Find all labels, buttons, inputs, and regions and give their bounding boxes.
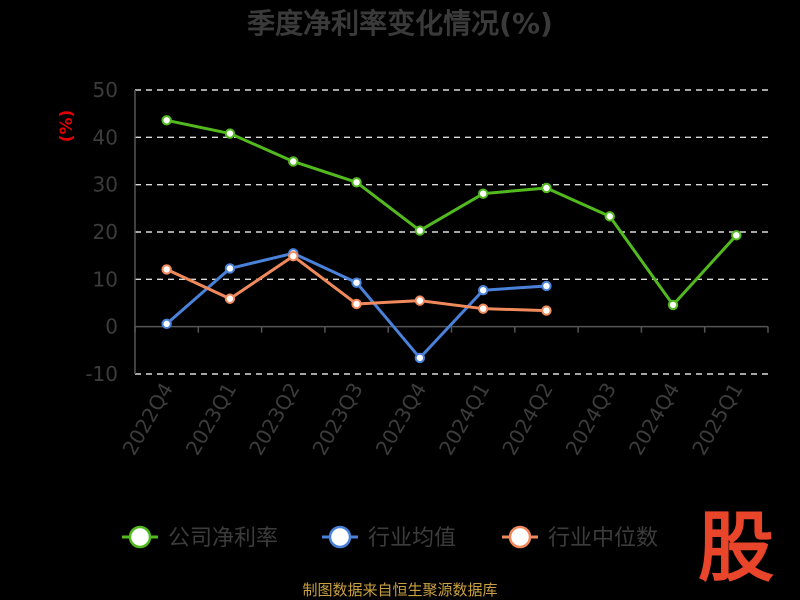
legend-item: 公司净利率 xyxy=(122,525,278,551)
data-point xyxy=(414,295,426,306)
x-tick-label: 2022Q4 xyxy=(118,379,178,460)
chart-title: 季度净利率变化情况(%) xyxy=(247,7,553,40)
legend-marker xyxy=(128,525,152,549)
y-tick-label: 40 xyxy=(93,125,118,149)
source-note: 制图数据来自恒生聚源数据库 xyxy=(302,581,497,599)
data-point xyxy=(541,280,552,292)
x-tick-label: 2024Q4 xyxy=(624,379,684,460)
data-point xyxy=(288,250,299,262)
data-point xyxy=(161,318,172,330)
axes xyxy=(134,90,769,374)
y-tick-label: 30 xyxy=(93,173,118,197)
y-axis-unit-label: (%) xyxy=(57,110,77,143)
y-tick-label: -10 xyxy=(85,362,118,386)
legend-item: 行业中位数 xyxy=(502,525,658,551)
x-tick-labels: 2022Q4 2023Q1 2023Q2 2023Q3 2023Q4 2024Q1 2024… xyxy=(118,379,748,460)
series-1 xyxy=(161,115,742,311)
legend-label: 行业均值 xyxy=(368,526,456,551)
x-tick-label: 2024Q3 xyxy=(561,379,621,460)
x-tick-label: 2024Q2 xyxy=(497,379,557,460)
data-point xyxy=(351,277,362,288)
series-3 xyxy=(161,250,552,316)
data-point xyxy=(161,115,172,126)
y-tick-labels: 50 40 30 20 10 0 -10 xyxy=(85,78,118,386)
watermark-logo: 股 xyxy=(698,503,774,592)
data-point xyxy=(414,225,426,236)
data-point xyxy=(477,303,489,314)
data-point xyxy=(224,128,236,139)
data-point xyxy=(604,211,615,222)
data-point xyxy=(477,188,489,199)
y-tick-label: 0 xyxy=(105,315,118,339)
x-tick-label: 2025Q1 xyxy=(687,379,747,460)
x-tick-label: 2023Q2 xyxy=(244,379,304,460)
data-point xyxy=(731,230,742,241)
data-point xyxy=(161,264,172,275)
series-line xyxy=(166,118,738,307)
y-tick-label: 50 xyxy=(93,78,118,102)
x-tick-label: 2023Q4 xyxy=(371,379,431,460)
data-point xyxy=(667,299,679,311)
data-point xyxy=(288,156,299,167)
legend-label: 公司净利率 xyxy=(168,526,278,551)
legend-marker xyxy=(508,525,532,549)
data-point xyxy=(351,298,362,310)
data-point xyxy=(541,182,552,194)
y-tick-label: 10 xyxy=(93,267,118,291)
legend: 公司净利率 行业均值 行业中位数 xyxy=(122,525,658,551)
x-tick-label: 2024Q1 xyxy=(434,379,494,460)
data-point xyxy=(351,177,362,188)
legend-marker xyxy=(328,525,352,549)
data-point xyxy=(224,263,236,274)
series xyxy=(161,115,742,364)
legend-label: 行业中位数 xyxy=(548,526,658,551)
data-point xyxy=(224,293,236,304)
legend-item: 行业均值 xyxy=(322,525,456,551)
x-tick-label: 2023Q1 xyxy=(181,379,241,460)
y-tick-label: 20 xyxy=(93,220,118,244)
data-point xyxy=(477,285,489,296)
x-tick-label: 2023Q3 xyxy=(307,379,367,460)
data-point xyxy=(541,305,552,316)
data-point xyxy=(414,352,426,364)
